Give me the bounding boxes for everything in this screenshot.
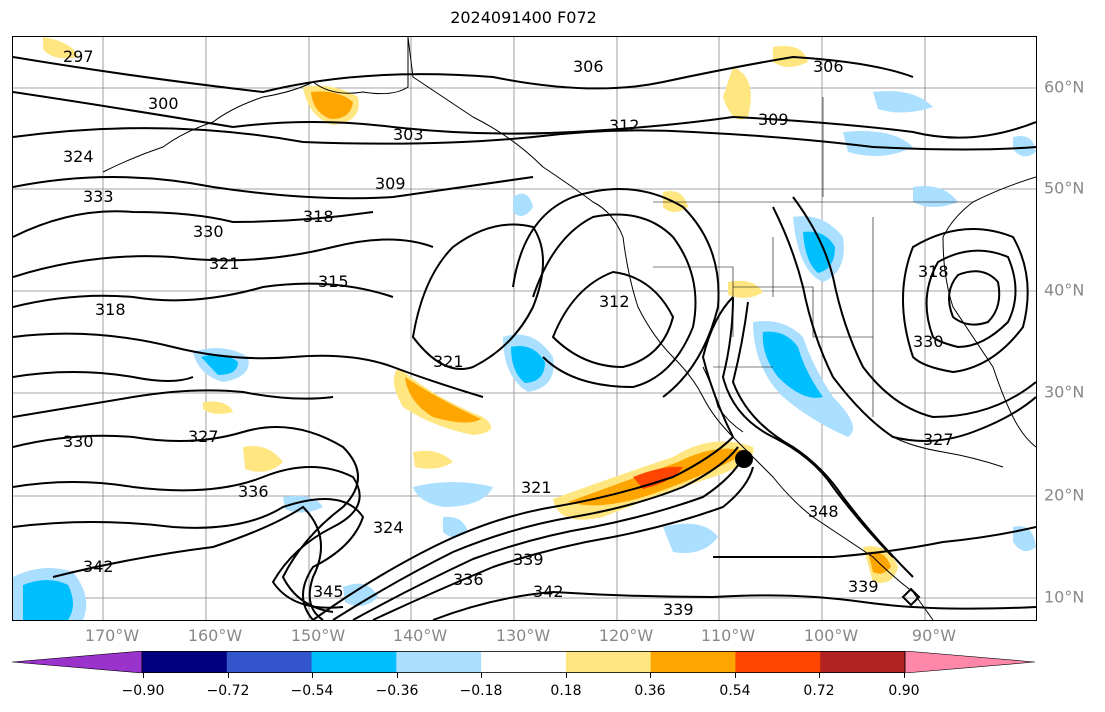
contour-label: 327 bbox=[188, 427, 219, 446]
colorbar-segment bbox=[650, 651, 736, 673]
contour-label: 306 bbox=[573, 57, 604, 76]
colorbar-segment bbox=[565, 651, 652, 673]
contour-label: 333 bbox=[83, 187, 114, 206]
colorbar-tick-label: −0.72 bbox=[206, 683, 250, 699]
coastlines bbox=[102, 37, 1036, 620]
colorbar-tickmark bbox=[228, 673, 229, 678]
colorbar-tick-label: −0.54 bbox=[290, 683, 334, 699]
contour-label: 318 bbox=[95, 300, 126, 319]
colorbar-tickmark bbox=[735, 673, 736, 678]
contour-label: 297 bbox=[63, 47, 94, 66]
colorbar-tick-label: 0.18 bbox=[550, 683, 582, 699]
colorbar-tick-label: 0.54 bbox=[719, 683, 751, 699]
lon-label-110w: 110°W bbox=[700, 626, 756, 645]
contour-label: 330 bbox=[193, 222, 224, 241]
contour-label: 339 bbox=[848, 577, 879, 596]
contour-label: 309 bbox=[758, 110, 789, 129]
colorbar-tickmark bbox=[481, 673, 482, 678]
colorbar-segment bbox=[226, 651, 313, 673]
contour-label: 324 bbox=[373, 518, 404, 537]
contour-label: 321 bbox=[433, 352, 464, 371]
contour-label: 303 bbox=[393, 125, 424, 144]
lon-label-160w: 160°W bbox=[187, 626, 243, 645]
contour-label: 342 bbox=[83, 557, 114, 576]
contour-label: 336 bbox=[238, 482, 269, 501]
colorbar-segment bbox=[142, 651, 228, 673]
lat-label-10n: 10°N bbox=[1044, 587, 1085, 607]
contour-label: 300 bbox=[148, 94, 179, 113]
contour-label: 339 bbox=[663, 600, 694, 619]
contour-label: 330 bbox=[63, 432, 94, 451]
lat-label-50n: 50°N bbox=[1044, 178, 1085, 198]
lon-label-150w: 150°W bbox=[290, 626, 346, 645]
contour-label-group: 297 300 303 306 306 309 309 312 312 315 … bbox=[63, 47, 954, 619]
lon-label-170w: 170°W bbox=[84, 626, 140, 645]
lon-label-130w: 130°W bbox=[495, 626, 551, 645]
contour-label: 345 bbox=[313, 582, 344, 601]
contours bbox=[13, 55, 1036, 620]
colorbar-tickmark bbox=[397, 673, 398, 678]
contour-label: 318 bbox=[303, 207, 334, 226]
colorbar-tick-label: 0.36 bbox=[634, 683, 666, 699]
colorbar-segment bbox=[12, 651, 143, 673]
lon-label-120w: 120°W bbox=[598, 626, 654, 645]
shaded-regions bbox=[13, 37, 1036, 620]
colorbar-segment bbox=[396, 651, 482, 673]
contour-label: 339 bbox=[513, 550, 544, 569]
lat-label-40n: 40°N bbox=[1044, 280, 1085, 300]
map-title: 2024091400 F072 bbox=[450, 8, 597, 27]
contour-label: 324 bbox=[63, 147, 94, 166]
colorbar-tick-label: −0.36 bbox=[375, 683, 419, 699]
lat-label-60n: 60°N bbox=[1044, 77, 1085, 97]
contour-label: 342 bbox=[533, 582, 564, 601]
contour-label: 321 bbox=[209, 254, 240, 273]
colorbar-segment bbox=[311, 651, 397, 673]
borders bbox=[653, 97, 973, 417]
lon-label-90w: 90°W bbox=[911, 626, 957, 645]
diamond-marker bbox=[901, 587, 921, 607]
colorbar-segment bbox=[481, 651, 567, 673]
colorbar-tickmark bbox=[819, 673, 820, 678]
map-canvas: 297 300 303 306 306 309 309 312 312 315 … bbox=[13, 37, 1036, 620]
colorbar-tickmark bbox=[650, 673, 651, 678]
contour-label: 306 bbox=[813, 57, 844, 76]
colorbar-tick-label: −0.18 bbox=[459, 683, 503, 699]
colorbar-tick-label: 0.72 bbox=[803, 683, 835, 699]
contour-label: 336 bbox=[453, 570, 484, 589]
map-panel: 297 300 303 306 306 309 309 312 312 315 … bbox=[12, 36, 1037, 621]
position-marker bbox=[735, 450, 753, 468]
contour-label: 327 bbox=[923, 430, 954, 449]
colorbar-tick-label: 0.90 bbox=[888, 683, 920, 699]
contour-label: 312 bbox=[599, 292, 630, 311]
colorbar-tickmark bbox=[904, 673, 905, 678]
lon-label-100w: 100°W bbox=[803, 626, 859, 645]
colorbar-tickmark bbox=[566, 673, 567, 678]
colorbar-segment bbox=[735, 651, 821, 673]
colorbar-border bbox=[141, 651, 906, 673]
contour-label: 348 bbox=[808, 502, 839, 521]
colorbar-segment bbox=[904, 651, 1035, 673]
colorbar-tickmark bbox=[312, 673, 313, 678]
colorbar-tickmark bbox=[143, 673, 144, 678]
contour-label: 318 bbox=[918, 262, 949, 281]
colorbar bbox=[12, 651, 1035, 673]
contour-label: 312 bbox=[609, 116, 640, 135]
lat-label-30n: 30°N bbox=[1044, 382, 1085, 402]
colorbar-tick-label: −0.90 bbox=[121, 683, 165, 699]
lon-label-140w: 140°W bbox=[392, 626, 448, 645]
graticule bbox=[13, 37, 1036, 620]
contour-label: 330 bbox=[913, 332, 944, 351]
colorbar-segments bbox=[12, 651, 1035, 673]
lat-label-20n: 20°N bbox=[1044, 485, 1085, 505]
contour-label: 309 bbox=[375, 174, 406, 193]
colorbar-segment bbox=[820, 651, 906, 673]
contour-label: 315 bbox=[318, 272, 349, 291]
contour-label: 321 bbox=[521, 478, 552, 497]
